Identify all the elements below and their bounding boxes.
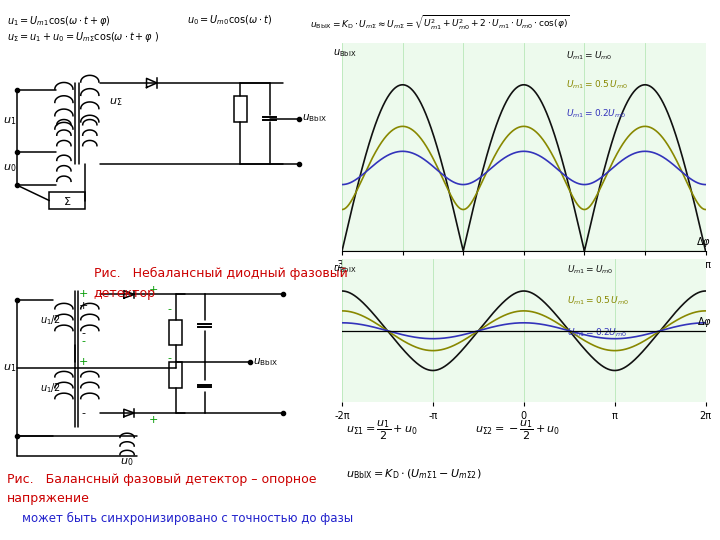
Text: $u_\Sigma = u_1 + u_0 = U_{m\Sigma}\cos(\omega \cdot t + \varphi\ )$: $u_\Sigma = u_1 + u_0 = U_{m\Sigma}\cos(… [7, 30, 160, 44]
Text: -: - [167, 354, 171, 363]
Text: $u_{\rm BbIX} = K_{\rm D} \cdot \left(U_{m\Sigma 1} - U_{m\Sigma 2}\right)$: $u_{\rm BbIX} = K_{\rm D} \cdot \left(U_… [346, 467, 481, 481]
Text: $u_{\Sigma 1} = \dfrac{u_1}{2} + u_0$: $u_{\Sigma 1} = \dfrac{u_1}{2} + u_0$ [346, 418, 418, 442]
Text: $U_{m1}=0.2U_{m0}$: $U_{m1}=0.2U_{m0}$ [567, 327, 628, 339]
Text: $u_{\rm BbIX}$: $u_{\rm BbIX}$ [333, 48, 356, 59]
Text: +: + [148, 285, 158, 294]
Text: $u_{\rm BbIX}$: $u_{\rm BbIX}$ [333, 263, 356, 275]
Text: -: - [81, 328, 86, 338]
Text: $u_1/2$: $u_1/2$ [40, 313, 60, 327]
Text: +: + [78, 289, 88, 299]
Text: может быть синхронизировано с точностью до фазы: может быть синхронизировано с точностью … [7, 512, 354, 525]
Text: $u_0 = U_{m0}\cos(\omega \cdot t)$: $u_0 = U_{m0}\cos(\omega \cdot t)$ [187, 14, 272, 27]
Text: $\Sigma$: $\Sigma$ [63, 194, 71, 207]
Text: -: - [167, 304, 171, 314]
Text: $u_{\rm BbIX} = K_{\rm D} \cdot U_{m\Sigma} \approx U_{m\Sigma} = \sqrt{U^2_{m1}: $u_{\rm BbIX} = K_{\rm D} \cdot U_{m\Sig… [310, 14, 570, 32]
Text: +: + [148, 415, 158, 425]
Bar [169, 320, 182, 345]
Bar [49, 192, 85, 209]
Text: $u_{\Sigma 2} = -\dfrac{u_1}{2} + u_0$: $u_{\Sigma 2} = -\dfrac{u_1}{2} + u_0$ [475, 418, 560, 442]
Text: $\Delta\varphi$: $\Delta\varphi$ [697, 315, 712, 329]
Text: $u_1$: $u_1$ [3, 362, 17, 374]
Text: $U_{m1}=U_{m0}$: $U_{m1}=U_{m0}$ [567, 264, 613, 276]
Text: $U_{m1}=0.5\,U_{m0}$: $U_{m1}=0.5\,U_{m0}$ [566, 78, 628, 91]
Text: напряжение: напряжение [7, 492, 90, 505]
Text: $u_1 = U_{m1}\cos(\omega \cdot t + \varphi)$: $u_1 = U_{m1}\cos(\omega \cdot t + \varp… [7, 14, 111, 28]
Text: $u_\Sigma$: $u_\Sigma$ [109, 96, 122, 108]
Text: $u_1/2$: $u_1/2$ [40, 381, 60, 395]
Text: $u_0$: $u_0$ [120, 457, 134, 469]
Text: $u_{\rm BbIX}$: $u_{\rm BbIX}$ [253, 356, 279, 368]
Text: $u_1$: $u_1$ [3, 115, 17, 127]
Text: -: - [81, 408, 86, 418]
Text: $U_{m1}=U_{m0}$: $U_{m1}=U_{m0}$ [566, 50, 612, 62]
Text: Рис.   Балансный фазовый детектор – опорное: Рис. Балансный фазовый детектор – опорно… [7, 472, 317, 485]
Text: $U_{m1}=0.2U_{m0}$: $U_{m1}=0.2U_{m0}$ [566, 107, 626, 120]
Text: -: - [81, 336, 86, 346]
Text: +: + [78, 357, 88, 367]
Text: Рис.   Небалансный диодный фазовый: Рис. Небалансный диодный фазовый [94, 267, 347, 280]
Text: +: + [78, 301, 88, 311]
Text: $U_{m1}=0.5\,U_{m0}$: $U_{m1}=0.5\,U_{m0}$ [567, 295, 629, 307]
Bar [234, 96, 247, 122]
Text: $u_{\rm BbIX}$: $u_{\rm BbIX}$ [302, 113, 327, 125]
Text: $\Delta\varphi$: $\Delta\varphi$ [696, 235, 711, 249]
Text: детектор: детектор [94, 287, 156, 300]
Text: $u_0$: $u_0$ [3, 163, 17, 174]
Bar [169, 362, 182, 388]
